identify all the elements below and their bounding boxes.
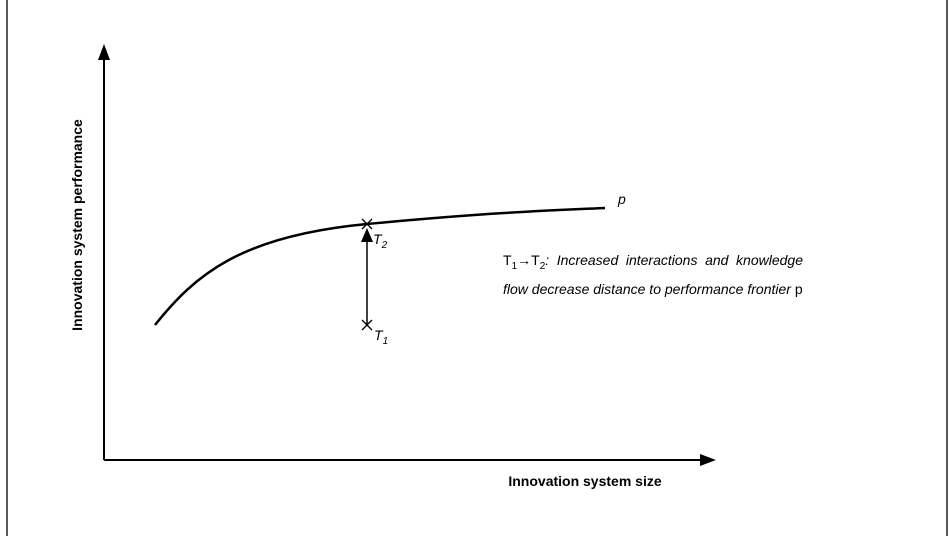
annotation-sub: 2	[539, 260, 546, 272]
t1-label: T1	[374, 327, 388, 347]
x-axis-arrow	[700, 454, 716, 466]
t2-cross	[361, 218, 373, 230]
annotation-text: : Increased interactions and knowledge f…	[503, 252, 803, 297]
t2-sub: 2	[381, 240, 388, 251]
improvement-arrow	[361, 228, 373, 242]
annotation-t: T	[503, 252, 512, 268]
t1-cross	[361, 319, 373, 331]
y-axis-label: Innovation system performance	[69, 119, 85, 331]
annotation-arrow: →	[517, 252, 532, 268]
y-axis-arrow	[98, 44, 110, 60]
t1-letter: T	[374, 327, 384, 343]
t2-label: T2	[373, 231, 388, 251]
annotation: T1→T2: Increased interactions and knowle…	[503, 249, 803, 300]
curve-label: p	[617, 191, 626, 207]
t2-letter: T	[373, 231, 383, 247]
t1-sub: 1	[383, 336, 389, 347]
annotation-p: p	[794, 280, 803, 297]
frame	[6, 0, 948, 536]
annotation-sub: 1	[511, 260, 518, 272]
annotation-t: T	[531, 252, 540, 268]
x-axis-label: Innovation system size	[508, 473, 661, 489]
